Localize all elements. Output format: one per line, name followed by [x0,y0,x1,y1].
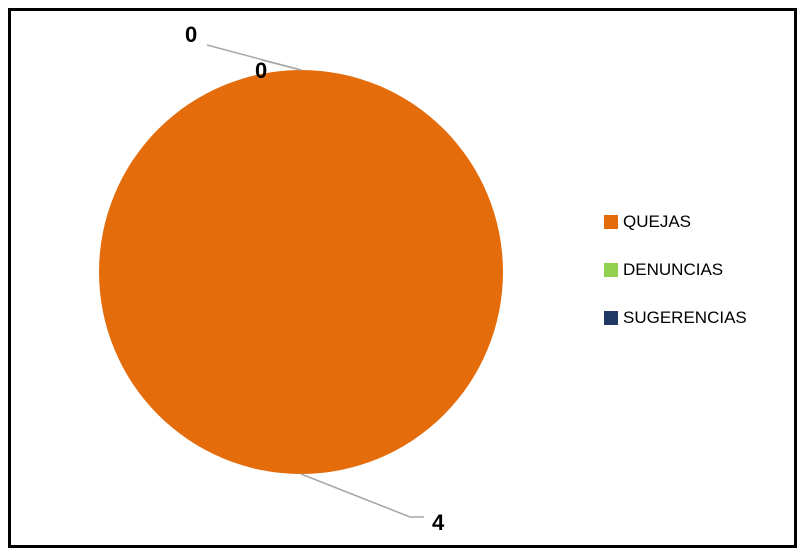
legend-item-denuncias: DENUNCIAS [604,258,747,282]
legend-item-quejas: QUEJAS [604,210,747,234]
data-label-quejas: 4 [432,510,445,533]
pie-slice-quejas [99,70,503,474]
legend-label-quejas: QUEJAS [623,212,692,231]
legend: QUEJAS DENUNCIAS SUGERENCIAS [604,210,747,354]
data-label-denuncias: 0 [255,58,267,83]
pie-slices [99,70,503,474]
legend-label-sugerencias: SUGERENCIAS [623,308,747,327]
leader-lines [206,44,424,518]
legend-swatch-sugerencias [604,311,618,325]
legend-swatch-quejas [604,215,618,229]
leader-line-quejas [300,473,424,518]
pie-chart: 4 0 0 [99,22,503,533]
leader-line-sugerencias [206,44,302,71]
data-labels: 4 0 0 [185,22,445,533]
data-label-sugerencias: 0 [185,22,197,47]
legend-swatch-denuncias [604,263,618,277]
legend-item-sugerencias: SUGERENCIAS [604,306,747,330]
legend-label-denuncias: DENUNCIAS [623,260,724,279]
